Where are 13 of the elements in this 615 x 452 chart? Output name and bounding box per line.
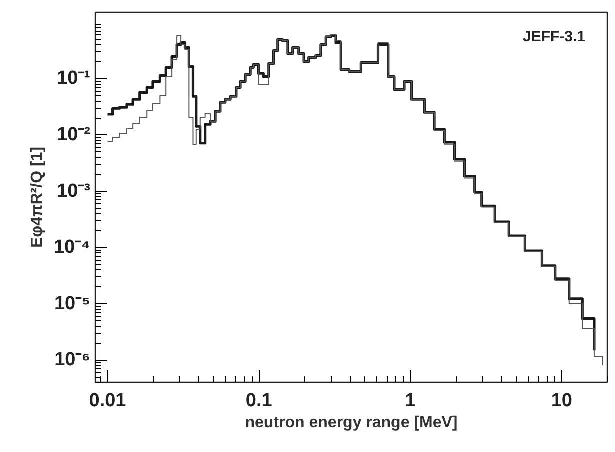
y-tick-label: 10⁻⁵: [54, 293, 91, 314]
y-tick-label: 10⁻⁴: [54, 237, 91, 258]
x-tick-label: 0.01: [89, 390, 127, 412]
x-tick-label: 10: [551, 390, 572, 412]
x-axis-title: neutron energy range [MeV]: [245, 414, 458, 432]
y-tick-label: 10⁻⁶: [54, 350, 91, 371]
x-tick-label: 0.1: [246, 390, 273, 412]
y-axis-title: Eφ4πR²/Q [1]: [28, 146, 46, 248]
annotation: JEFF-3.1: [522, 28, 586, 46]
x-tick-label: 1: [405, 390, 416, 412]
y-tick-label: 10⁻²: [57, 124, 91, 146]
y-tick-label: 10⁻³: [57, 180, 91, 202]
y-tick-label: 10⁻¹: [57, 68, 91, 90]
